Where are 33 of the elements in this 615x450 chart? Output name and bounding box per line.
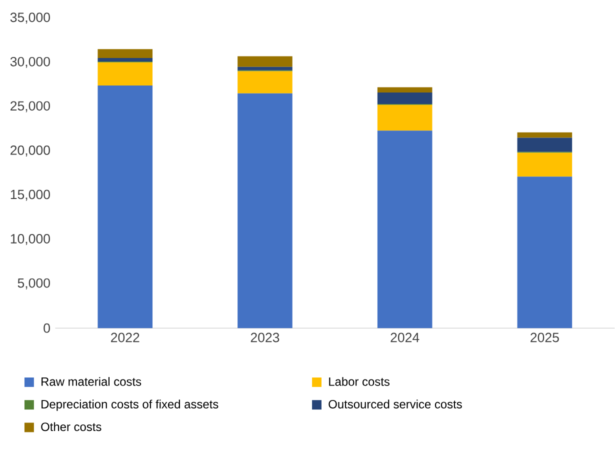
bar <box>377 92 432 104</box>
legend-label: Outsourced service costs <box>328 400 462 408</box>
bar <box>98 62 153 86</box>
y-tick-label: 15,000 <box>10 190 50 201</box>
bar <box>377 104 432 131</box>
legend-label: Labor costs <box>329 376 390 386</box>
bar <box>377 130 432 328</box>
y-tick-label: 20,000 <box>10 145 50 156</box>
y-tick-label: 35,000 <box>10 12 50 24</box>
bar <box>238 93 292 328</box>
bar <box>517 138 572 152</box>
bar <box>238 71 292 94</box>
bar <box>517 132 572 138</box>
legend-label: Other costs <box>41 422 102 431</box>
bar <box>517 176 572 328</box>
y-tick-label: 0 <box>44 323 50 333</box>
x-tick-label: 2022 <box>111 332 140 342</box>
legend-label: Depreciation costs of fixed assets <box>42 400 218 411</box>
x-tick-label: 2025 <box>530 332 559 342</box>
x-tick-label: 2023 <box>250 332 280 342</box>
bar <box>377 87 432 92</box>
bar <box>238 56 292 67</box>
bar <box>238 66 292 70</box>
y-tick-label: 30,000 <box>10 56 50 68</box>
y-tick-label: 5,000 <box>18 278 50 290</box>
bar <box>98 58 153 62</box>
legend-label: Raw material costs <box>42 376 142 386</box>
y-tick-label: 10,000 <box>10 234 50 245</box>
y-tick-label: 25,000 <box>10 101 50 112</box>
bar <box>517 152 572 177</box>
x-tick-label: 2024 <box>390 332 420 342</box>
bar <box>98 49 153 58</box>
bar <box>98 85 153 328</box>
